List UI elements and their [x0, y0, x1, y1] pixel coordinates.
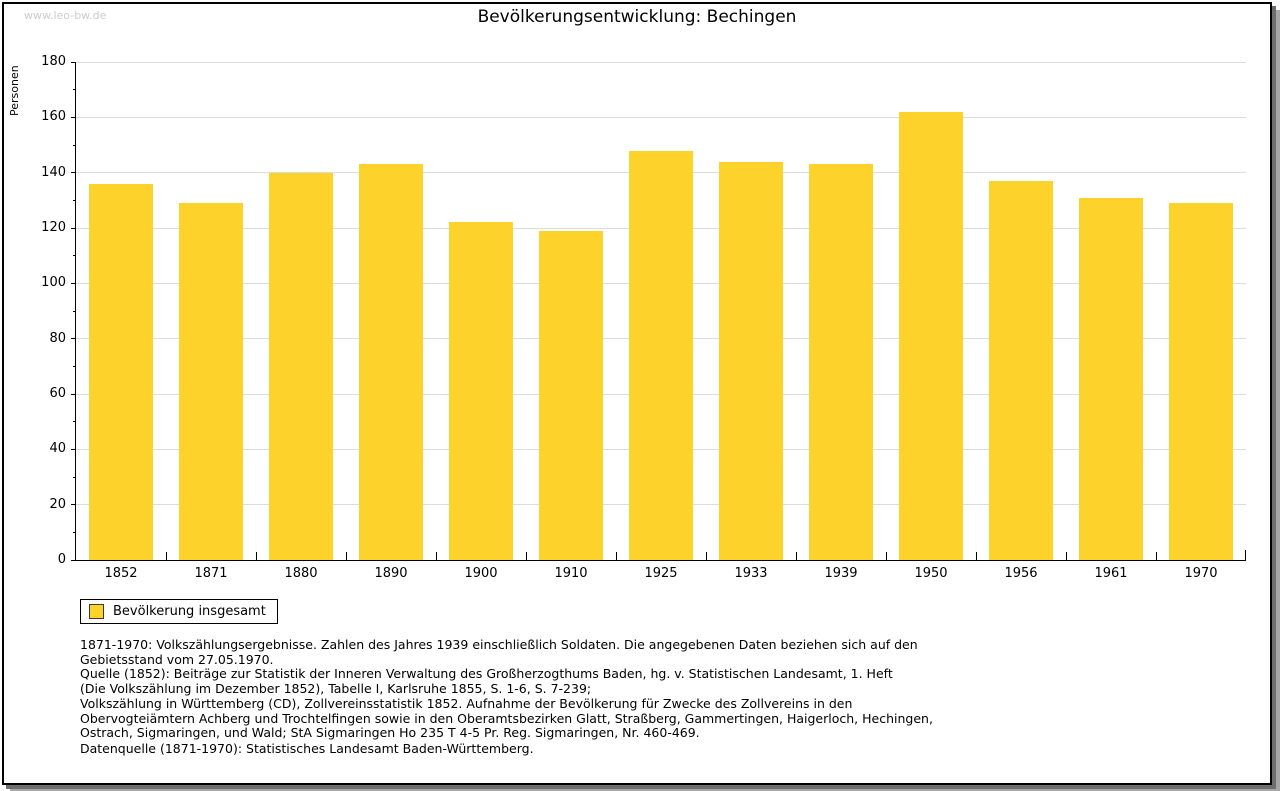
legend-box: Bevölkerung insgesamt [80, 599, 278, 624]
x-tick-label-1956: 1956 [1004, 566, 1038, 581]
y-minor-tick-110 [73, 255, 76, 257]
bar-1939 [809, 164, 873, 560]
x-tick-label-1910: 1910 [554, 566, 588, 581]
y-tick-label-20: 20 [49, 496, 66, 512]
x-boundary-tick-7 [706, 552, 707, 560]
plot-area: 0 20 40 60 80 100 120 140 160 180 1852 1871 1880 1890… [41, 55, 1246, 581]
bar-1910 [539, 230, 603, 560]
x-tick-label-1852: 1852 [104, 566, 138, 581]
x-boundary-tick-3 [346, 552, 347, 560]
y-tick-40 [71, 448, 76, 450]
legend-swatch-icon [89, 604, 104, 619]
y-minor-tick-90 [73, 310, 76, 312]
gridline-180 [76, 61, 1246, 63]
y-minor-tick-170 [73, 89, 76, 91]
x-axis-end-tick [1245, 550, 1246, 560]
bar-1852 [89, 183, 153, 560]
x-tick-label-1933: 1933 [734, 566, 768, 581]
y-tick-label-100: 100 [41, 275, 66, 291]
watermark-leo-bw: www.leo-bw.de [24, 9, 107, 22]
y-tick-label-180: 180 [41, 54, 66, 69]
y-tick-140 [71, 172, 76, 174]
chart-title: Bevölkerungsentwicklung: Bechingen [477, 7, 797, 27]
datasource-note: Datenquelle (1871-1970): Statistisches L… [80, 741, 534, 756]
x-boundary-tick-2 [256, 552, 257, 560]
x-boundary-tick-9 [886, 552, 887, 560]
bar-1956 [989, 180, 1053, 560]
bar-1890 [359, 164, 423, 560]
y-tick-160 [71, 116, 76, 118]
y-minor-tick-10 [73, 531, 76, 533]
y-tick-label-160: 160 [41, 109, 66, 125]
bar-1900 [449, 222, 513, 560]
x-boundary-tick-11 [1066, 552, 1067, 560]
y-minor-tick-30 [73, 476, 76, 478]
y-tick-20 [71, 504, 76, 506]
x-boundary-tick-5 [526, 552, 527, 560]
x-tick-label-1871: 1871 [194, 566, 228, 581]
y-tick-60 [71, 393, 76, 395]
y-tick-label-40: 40 [49, 441, 66, 457]
legend-label: Bevölkerung insgesamt [113, 604, 266, 619]
y-tick-label-0: 0 [57, 552, 66, 567]
x-tick-label-1939: 1939 [824, 566, 858, 581]
y-minor-tick-70 [73, 365, 76, 367]
y-minor-tick-150 [73, 144, 76, 146]
source-note-line-1: 1871-1970: Volkszählungsergebnisse. Zahl… [80, 637, 918, 652]
y-tick-0 [71, 559, 76, 561]
y-tick-100 [71, 282, 76, 284]
bar-1925 [629, 150, 693, 560]
y-tick-label-140: 140 [41, 164, 66, 180]
x-tick-label-1961: 1961 [1094, 566, 1128, 581]
bar-1970 [1169, 203, 1233, 560]
source-note-line-6: Obervogteiämtern Achberg und Trochtelfin… [80, 710, 933, 726]
x-boundary-tick-10 [976, 552, 977, 560]
x-boundary-tick-1 [166, 552, 167, 560]
y-tick-label-120: 120 [41, 220, 66, 235]
source-note-line-4: (Die Volkszählung im Dezember 1852), Tab… [80, 681, 592, 697]
bar-1871 [179, 203, 243, 560]
y-tick-180 [71, 61, 76, 63]
x-tick-label-1970: 1970 [1184, 566, 1218, 581]
y-tick-label-60: 60 [49, 386, 66, 401]
x-tick-label-1925: 1925 [644, 566, 678, 581]
source-note-line-7: Ostrach, Sigmaringen, und Wald; StA Sigm… [80, 725, 700, 741]
x-boundary-tick-4 [436, 552, 437, 560]
x-tick-label-1950: 1950 [914, 566, 948, 581]
bar-1950 [899, 111, 963, 560]
y-minor-tick-50 [73, 421, 76, 423]
y-minor-tick-130 [73, 199, 76, 201]
x-boundary-tick-12 [1156, 552, 1157, 560]
source-note: 1871-1970: Volkszählungsergebnisse. Zahl… [80, 637, 933, 741]
bar-1961 [1079, 197, 1143, 560]
x-tick-label-1880: 1880 [284, 566, 318, 581]
y-axis-label: Personen [8, 65, 21, 116]
y-tick-80 [71, 338, 76, 340]
x-tick-label-1890: 1890 [374, 566, 408, 581]
source-note-line-2: Gebietsstand vom 27.05.1970. [80, 651, 274, 667]
y-tick-label-80: 80 [49, 330, 66, 346]
source-note-line-5: Volkszählung in Württemberg (CD), Zollve… [80, 695, 853, 711]
x-boundary-tick-6 [616, 552, 617, 560]
source-note-line-3: Quelle (1852): Beiträge zur Statistik de… [80, 666, 893, 682]
x-tick-label-1900: 1900 [464, 566, 498, 581]
bar-1933 [719, 161, 783, 560]
bar-1880 [269, 172, 333, 560]
y-tick-120 [71, 227, 76, 229]
gridline-160 [76, 116, 1246, 118]
x-boundary-tick-8 [796, 552, 797, 560]
